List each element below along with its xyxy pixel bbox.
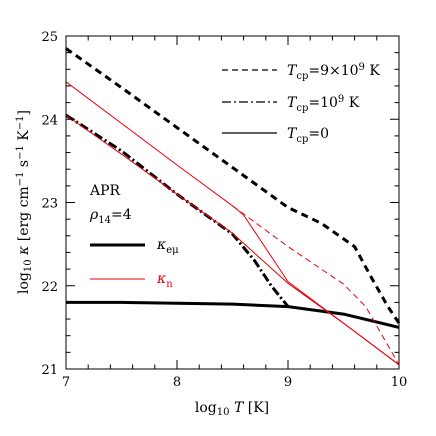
y-tick-label-23: 23 [41, 197, 58, 212]
y-tick-label-24: 24 [41, 113, 58, 128]
density-label: ρ14=4 [89, 207, 132, 226]
ticks-layer: 7 8 9 10 21 22 23 24 25 [41, 30, 407, 390]
series-line-1 [65, 113, 290, 308]
x-tick-label-10: 10 [391, 375, 408, 390]
plot-frame [65, 35, 400, 370]
x-tick-label-9: 9 [284, 375, 292, 390]
y-tick-label-21: 21 [41, 363, 58, 378]
y-axis-title: log10 κ [erg cm−1 s−1 K−1] [15, 110, 34, 294]
legend-label-tcp-0: Tcp=0 [287, 126, 329, 145]
series-line-4 [65, 81, 400, 366]
x-tick-label-8: 8 [173, 375, 181, 390]
legend-label-tcp-9e9: Tcp=9×109 K [287, 62, 380, 82]
kappa-n-label: κn [156, 271, 173, 290]
annotations: APR ρ14=4 κeμ κn [89, 183, 179, 290]
series-line-2 [65, 47, 401, 325]
y-tick-label-22: 22 [41, 280, 58, 295]
model-label: APR [89, 183, 121, 199]
series-line-0 [66, 300, 400, 329]
kappa-e-label: κeμ [156, 237, 179, 256]
y-tick-label-25: 25 [41, 30, 58, 45]
legend: Tcp=9×109 K Tcp=109 K Tcp=0 [222, 62, 380, 145]
x-axis-title: log10 T [K] [195, 400, 269, 418]
x-tick-label-7: 7 [62, 375, 70, 390]
series-layer [65, 47, 401, 366]
series-line-5 [232, 205, 400, 366]
legend-label-tcp-1e9: Tcp=109 K [287, 94, 360, 114]
